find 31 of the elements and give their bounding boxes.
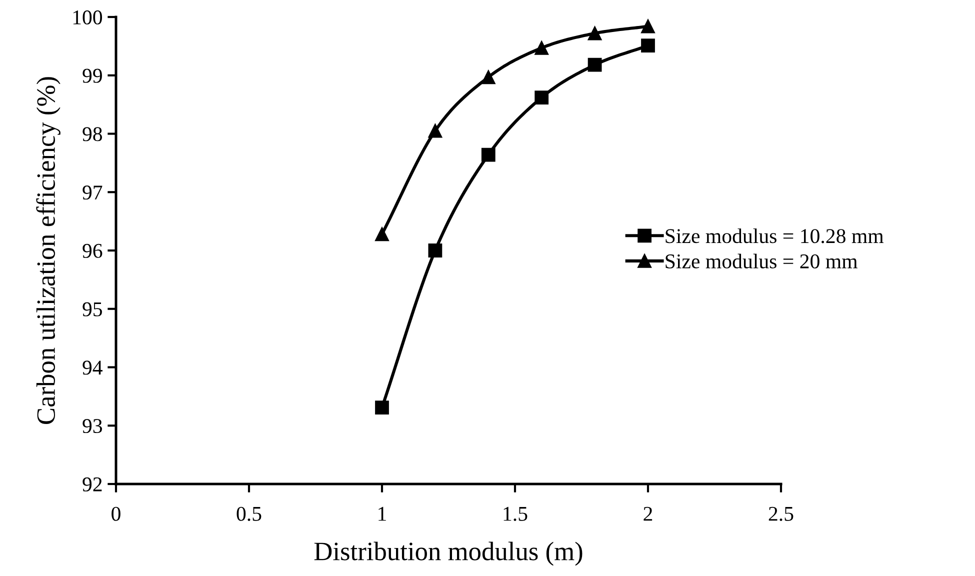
y-axis-title: Carbon utilization efficiency (%)	[36, 77, 60, 424]
x-tick-label: 2.5	[768, 506, 794, 521]
y-tick-label: 93	[82, 419, 102, 434]
x-tick-label: 1.5	[504, 506, 528, 521]
x-tick-label: 2	[644, 506, 652, 521]
y-tick-label: 94	[82, 360, 102, 375]
point	[375, 227, 389, 242]
x-tick-label: 1	[378, 506, 386, 521]
y-tick-label: 96	[82, 244, 102, 258]
y-tick-label: 100	[73, 10, 102, 24]
x-tick-label: 0.5	[236, 506, 262, 521]
y-tick-label: 97	[82, 186, 102, 200]
point	[428, 124, 442, 138]
point	[481, 148, 496, 162]
point	[534, 40, 549, 55]
point	[641, 19, 655, 34]
x-axis-title: Distribution modulus (m)	[314, 542, 582, 566]
point	[375, 400, 389, 414]
y-tick-label: 98	[82, 127, 102, 142]
point	[588, 58, 602, 72]
point	[641, 38, 655, 53]
point	[428, 244, 442, 258]
point	[534, 90, 549, 105]
x-tick-label: 0	[112, 506, 120, 521]
y-tick-label: 95	[82, 302, 102, 316]
legend-label: Size modulus = 10.28 mm	[666, 228, 884, 244]
legend-label: Size modulus = 20 mm	[666, 254, 858, 268]
y-tick-label: 92	[82, 477, 102, 492]
point	[588, 26, 602, 40]
y-tick-label: 99	[82, 68, 102, 83]
point	[481, 70, 496, 84]
